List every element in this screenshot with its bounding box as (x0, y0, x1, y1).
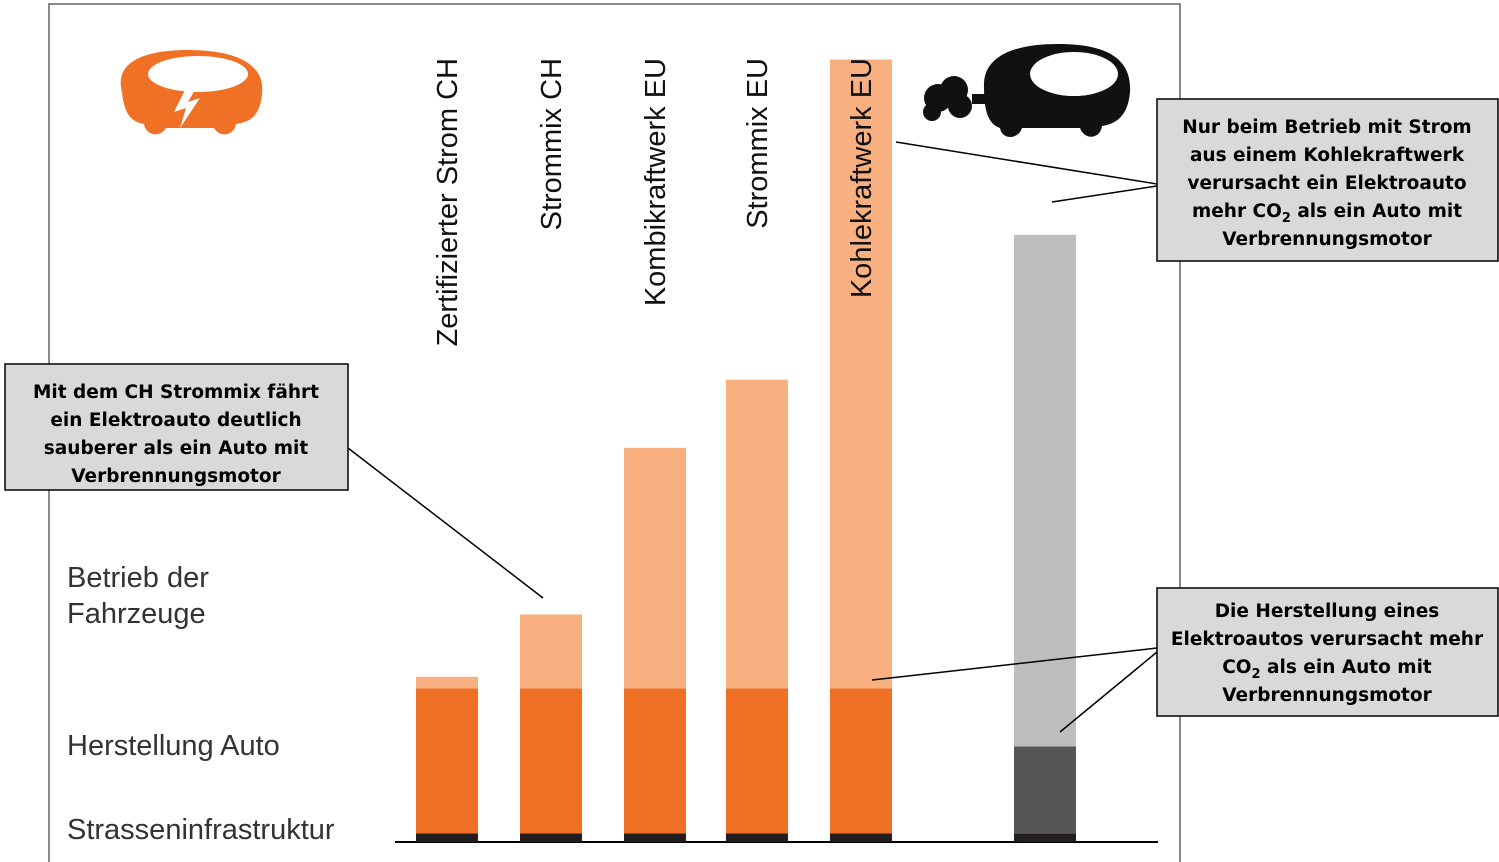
bars-group (416, 59, 1076, 842)
callout-herstellung-leader-1 (871, 647, 1158, 681)
electric-car-icon (120, 50, 263, 135)
callout-kohle-text-line-0: Nur beim Betrieb mit Strom (1182, 117, 1471, 138)
bar-segment-strasse-5 (1014, 833, 1076, 842)
callout-ch-strommix-text-line-3: Verbrennungsmotor (71, 466, 281, 487)
callout-kohle: Nur beim Betrieb mit Strom aus einem Kohl… (1156, 98, 1499, 262)
callout-ch-strommix-text-line-0: Mit dem CH Strommix fährt (33, 382, 319, 403)
category-label-1: Strommix CH (536, 58, 568, 230)
layer-label-betrieb-line-2: Fahrzeuge (67, 598, 206, 630)
callout-ch-strommix: Mit dem CH Strommix fährt ein Elektroauto… (4, 363, 349, 491)
category-label-4: Kohlekraftwerk EU (846, 58, 878, 298)
callout-herstellung: Die Herstellung eines Elektroautos verurs… (1156, 587, 1499, 717)
bar-segment-herstellung-0 (416, 688, 478, 834)
callout-herstellung-text-line-1: Elektroautos verursacht mehr (1171, 629, 1484, 650)
bar-segment-strasse-1 (520, 833, 582, 842)
bar-segment-betrieb-4 (830, 59, 892, 689)
callout-herstellung-text-line-2: CO2 als ein Auto mit (1222, 657, 1432, 682)
combustion-car-icon (923, 44, 1131, 137)
category-labels-group: Zertifizierter Strom CH Strommix CH Kombik… (432, 58, 878, 346)
callout-kohle-leader-1 (895, 141, 1158, 185)
bar-segment-herstellung-4 (830, 688, 892, 834)
callout-kohle-text-line-3: mehr CO2 als ein Auto mit (1192, 201, 1462, 226)
bar-segment-herstellung-1 (520, 688, 582, 834)
bar-segment-betrieb-3 (726, 379, 788, 689)
callout-ch-strommix-leader (347, 447, 544, 599)
bar-segment-herstellung-5 (1014, 746, 1076, 834)
callout-ch-strommix-text: Mit dem CH Strommix fährt ein Elektroauto… (33, 382, 319, 487)
bar-segment-strasse-4 (830, 833, 892, 842)
bar-segment-herstellung-2 (624, 688, 686, 834)
bar-segment-betrieb-5 (1014, 234, 1076, 747)
layer-label-betrieb: Betrieb der Fahrzeuge (67, 562, 217, 630)
callout-herstellung-text-line-3: Verbrennungsmotor (1222, 685, 1432, 706)
callout-kohle-text-line-4: Verbrennungsmotor (1222, 229, 1432, 250)
callout-kohle-leader-2 (1051, 185, 1158, 203)
layer-label-strasse: Strasseninfrastruktur (67, 814, 335, 846)
category-label-0: Zertifizierter Strom CH (432, 58, 464, 346)
bar-segment-betrieb-2 (624, 447, 686, 689)
callout-ch-strommix-text-line-1: ein Elektroauto deutlich (50, 410, 301, 431)
category-label-2: Kombikraftwerk EU (640, 58, 672, 306)
callout-kohle-text-line-2: verursacht ein Elektroauto (1187, 173, 1466, 194)
layer-label-herstellung: Herstellung Auto (67, 730, 280, 762)
callout-kohle-text: Nur beim Betrieb mit Strom aus einem Kohl… (1182, 117, 1471, 250)
bar-segment-strasse-2 (624, 833, 686, 842)
callout-herstellung-text: Die Herstellung eines Elektroautos verurs… (1171, 601, 1484, 706)
callout-kohle-text-line-1: aus einem Kohlekraftwerk (1190, 145, 1465, 166)
bar-segment-herstellung-3 (726, 688, 788, 834)
callout-herstellung-leader-2 (1059, 651, 1158, 733)
bar-segment-betrieb-1 (520, 614, 582, 689)
layer-label-betrieb-line-1: Betrieb der (67, 562, 209, 594)
bar-segment-betrieb-0 (416, 676, 478, 689)
callout-ch-strommix-text-line-2: sauberer als ein Auto mit (44, 438, 309, 459)
category-label-3: Strommix EU (742, 58, 774, 229)
bar-segment-strasse-0 (416, 833, 478, 842)
bar-segment-strasse-3 (726, 833, 788, 842)
callout-herstellung-text-line-0: Die Herstellung eines (1215, 601, 1440, 622)
